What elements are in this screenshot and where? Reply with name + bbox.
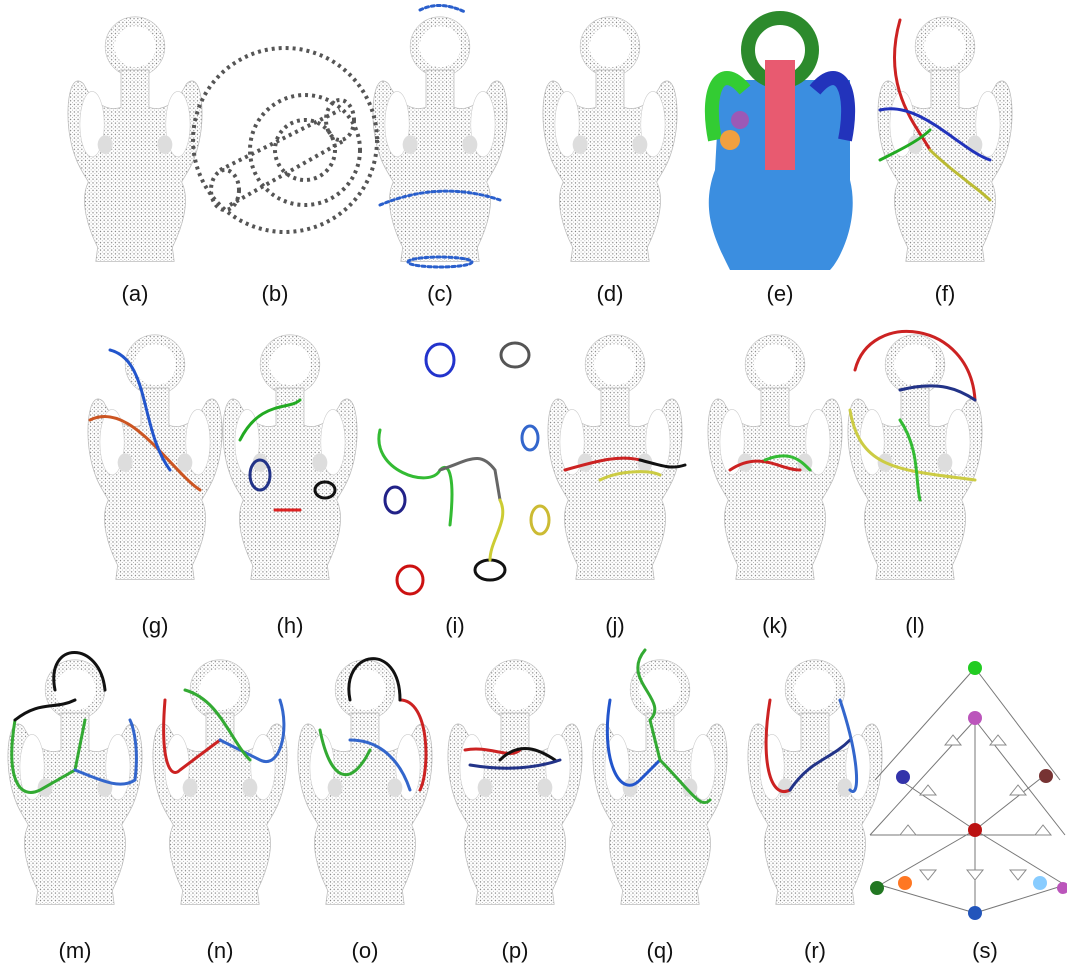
panel-label: (d) [597, 281, 624, 306]
amphora [748, 660, 882, 905]
graph [870, 661, 1067, 920]
amphora [8, 660, 142, 905]
panel-label: (f) [935, 281, 956, 306]
amphora-group [8, 17, 1012, 905]
panel-label: (p) [502, 938, 529, 963]
amphora [68, 17, 202, 262]
panel-label: (o) [352, 938, 379, 963]
loops [379, 343, 549, 594]
panel-label: (m) [59, 938, 92, 963]
amphora [88, 335, 222, 580]
amphora [223, 335, 357, 580]
amphora [298, 660, 432, 905]
panel-label: (q) [647, 938, 674, 963]
panel-label: (j) [605, 613, 625, 638]
panel-label: (r) [804, 938, 826, 963]
panel-label: (l) [905, 613, 925, 638]
amphora [373, 17, 507, 262]
panel-label: (g) [142, 613, 169, 638]
panel-label: (e) [767, 281, 794, 306]
panel-label: (b) [262, 281, 289, 306]
skeleton-rings [193, 48, 377, 232]
panel-label: (a) [122, 281, 149, 306]
amphora [448, 660, 582, 905]
panel-label: (k) [762, 613, 788, 638]
panel-label: (n) [207, 938, 234, 963]
panel-label: (c) [427, 281, 453, 306]
amphora [543, 17, 677, 262]
amphora [878, 17, 1012, 262]
panel-label: (i) [445, 613, 465, 638]
amphora [153, 660, 287, 905]
figure: (a) (b) (c) (d) (e) (f) (g) (h) (i) (j) (k) (l) (m) (… [0, 0, 1067, 971]
panel-label: (s) [972, 938, 998, 963]
segments [709, 18, 853, 270]
panel-label: (h) [277, 613, 304, 638]
amphora [593, 660, 727, 905]
